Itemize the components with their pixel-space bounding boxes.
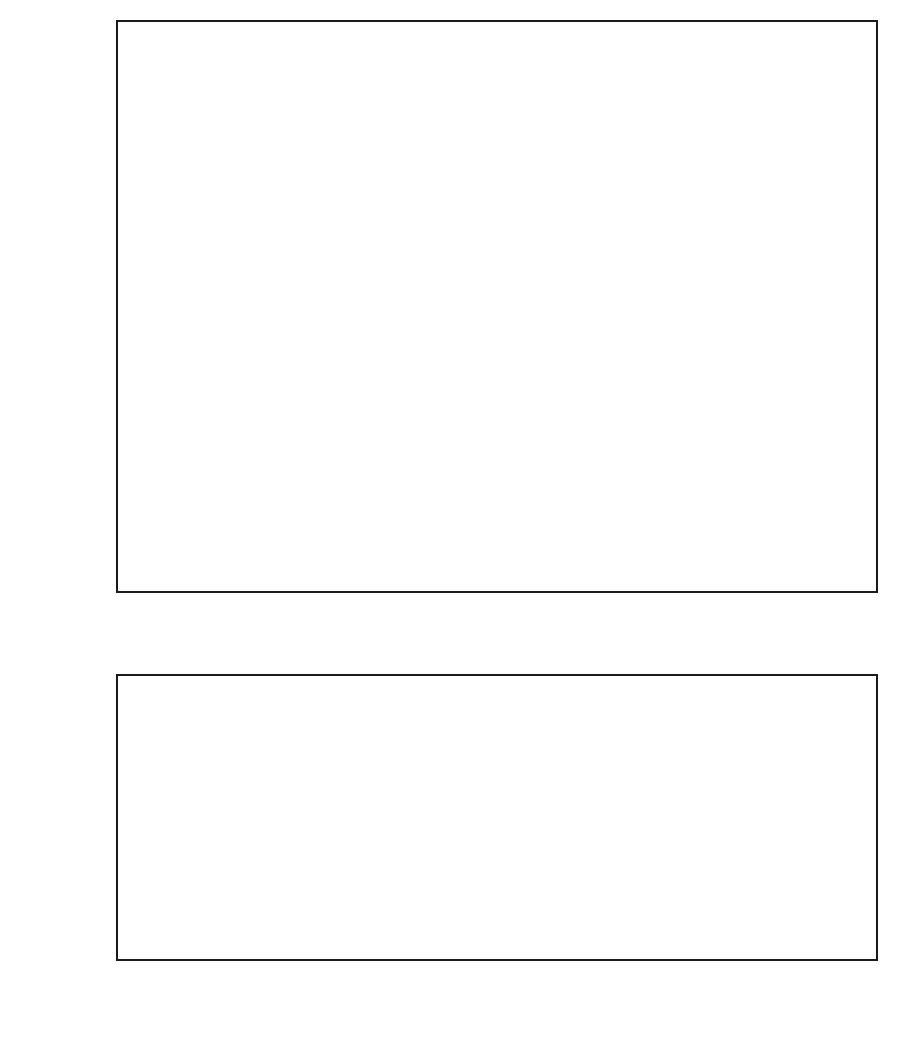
top-axes-frame	[116, 20, 878, 593]
bottom-axes	[116, 674, 878, 961]
bottom-axes-frame	[116, 674, 878, 961]
top-axes	[116, 20, 878, 593]
